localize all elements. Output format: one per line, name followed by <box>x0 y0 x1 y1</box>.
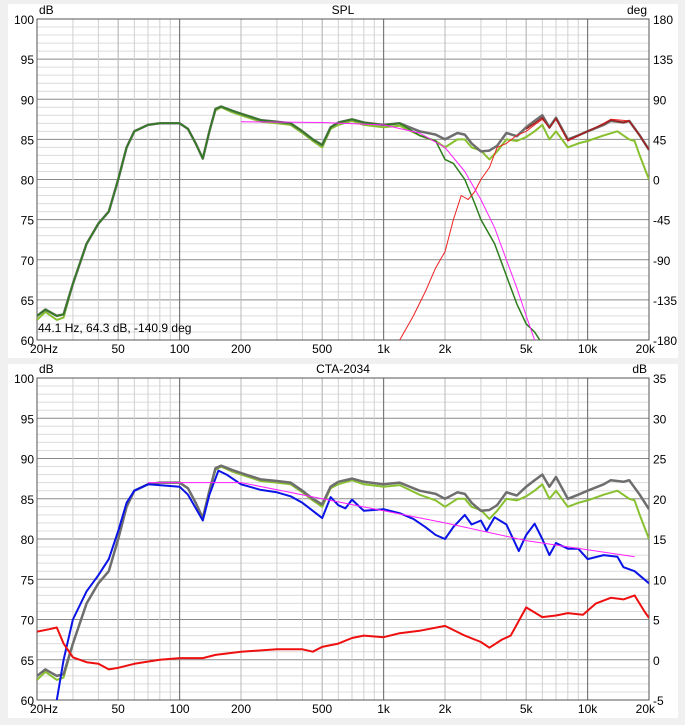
y2-axis-label: dB <box>632 362 647 376</box>
y2-tick-label: 0 <box>653 654 660 668</box>
panel-background <box>8 364 678 718</box>
y2-tick-label: 10 <box>653 573 667 587</box>
series-line-3 <box>55 469 649 700</box>
y-tick-label: 85 <box>21 133 35 147</box>
y2-tick-label: -45 <box>653 214 671 228</box>
y-axis-label: dB <box>39 3 54 17</box>
x-tick-label: 500 <box>312 342 332 356</box>
y-tick-label: 70 <box>21 254 35 268</box>
y-tick-label: 65 <box>21 654 35 668</box>
y-tick-label: 95 <box>21 53 35 67</box>
y-axis-label: dB <box>39 362 54 376</box>
y2-tick-label: -180 <box>653 334 677 348</box>
x-tick-label: 1k <box>377 702 391 716</box>
series-line-5 <box>525 116 649 151</box>
y2-tick-label: 135 <box>653 53 673 67</box>
y2-tick-label: 0 <box>653 174 660 188</box>
y2-tick-label: 20 <box>653 493 667 507</box>
y-tick-label: 80 <box>21 533 35 547</box>
y2-tick-label: -135 <box>653 294 677 308</box>
y2-tick-label: 5 <box>653 614 660 628</box>
y-tick-label: 90 <box>21 453 35 467</box>
x-tick-label: 100 <box>170 702 190 716</box>
y2-tick-label: 45 <box>653 133 667 147</box>
x-tick-label: 10k <box>578 702 598 716</box>
cursor-readout: 44.1 Hz, 64.3 dB, -140.9 deg <box>38 321 191 335</box>
x-tick-label: 20Hz <box>30 702 58 716</box>
series-line-4 <box>148 482 635 558</box>
x-tick-label: 2k <box>439 342 453 356</box>
x-tick-label: 200 <box>231 702 251 716</box>
y-tick-label: 65 <box>21 294 35 308</box>
chart-title: SPL <box>332 3 355 17</box>
y-tick-label: 70 <box>21 614 35 628</box>
x-tick-label: 100 <box>170 342 190 356</box>
chart-title: CTA-2034 <box>316 362 370 376</box>
y2-axis-label: deg <box>627 3 647 17</box>
y2-tick-label: 180 <box>653 13 673 27</box>
x-tick-label: 1k <box>377 342 391 356</box>
y-tick-label: 60 <box>21 694 35 708</box>
y-tick-label: 75 <box>21 214 35 228</box>
series-group <box>37 105 649 340</box>
y2-tick-label: 30 <box>653 412 667 426</box>
y2-tick-label: 15 <box>653 533 667 547</box>
x-tick-label: 2k <box>439 702 453 716</box>
panel-background <box>8 4 678 358</box>
x-tick-label: 5k <box>520 342 534 356</box>
series-group <box>37 464 649 700</box>
chart-panel-2: CTA-2034 dB dB 60 65 70 75 80 85 90 95 100 -5 0 5 10 15 2… <box>8 362 678 718</box>
y-tick-label: 85 <box>21 493 35 507</box>
y-tick-label: 100 <box>14 13 34 27</box>
series-line-5 <box>37 594 649 671</box>
y-tick-label: 100 <box>14 372 34 386</box>
y2-tick-label: 35 <box>653 372 667 386</box>
x-tick-label: 200 <box>231 342 251 356</box>
x-tick-label: 20k <box>636 342 656 356</box>
y-tick-label: 60 <box>21 334 35 348</box>
x-tick-label: 10k <box>578 342 598 356</box>
y-tick-label: 80 <box>21 174 35 188</box>
series-line-6 <box>240 121 536 340</box>
y-tick-label: 95 <box>21 412 35 426</box>
x-tick-label: 20k <box>636 702 656 716</box>
x-tick-label: 500 <box>312 702 332 716</box>
y-tick-label: 90 <box>21 93 35 107</box>
y2-tick-label: -5 <box>653 694 664 708</box>
x-tick-label: 50 <box>112 702 126 716</box>
x-tick-label: 20Hz <box>30 342 58 356</box>
y2-tick-label: -90 <box>653 254 671 268</box>
y-tick-label: 75 <box>21 573 35 587</box>
y2-tick-label: 90 <box>653 93 667 107</box>
x-tick-label: 50 <box>112 342 126 356</box>
y2-tick-label: 25 <box>653 453 667 467</box>
chart-panel-1: SPL dB deg 60 65 70 75 80 85 90 95 100 -180 -135 -90 -4… <box>8 3 678 358</box>
x-tick-label: 5k <box>520 702 534 716</box>
